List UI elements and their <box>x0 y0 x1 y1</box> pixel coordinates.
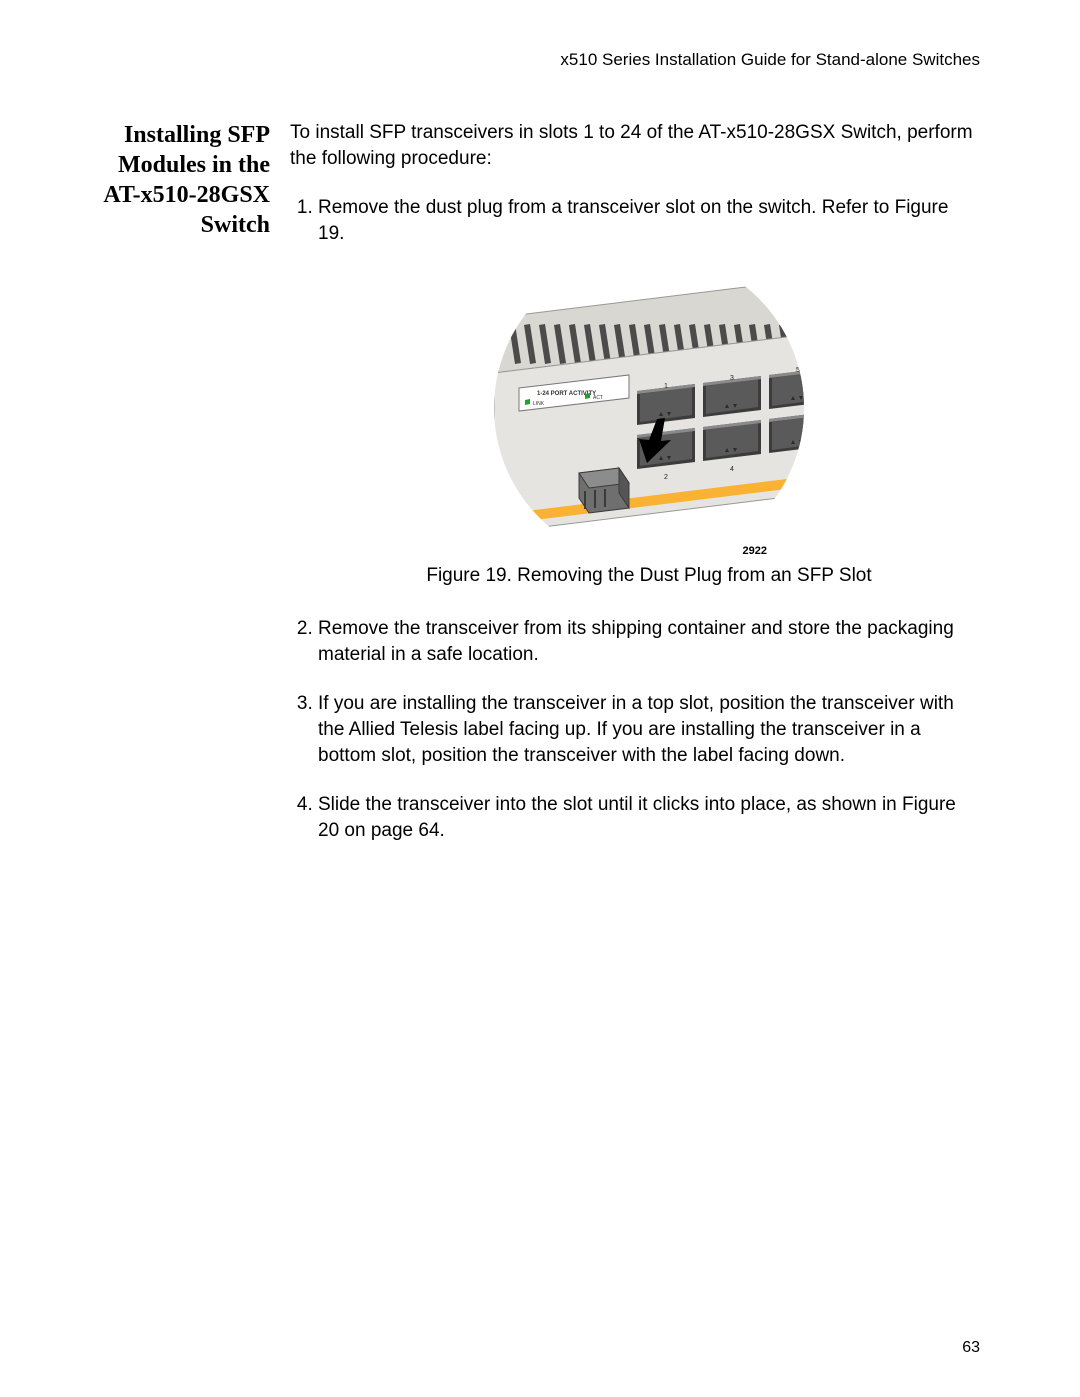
content-row: Installing SFP Modules in the AT-x510-28… <box>100 120 980 868</box>
step-item: Remove the dust plug from a transceiver … <box>318 195 980 588</box>
svg-text:2: 2 <box>664 474 668 481</box>
step-text: Slide the transceiver into the slot unti… <box>318 794 956 841</box>
figure-ref-number: 2922 <box>743 544 767 559</box>
document-page: x510 Series Installation Guide for Stand… <box>0 0 1080 1397</box>
step-item: Slide the transceiver into the slot unti… <box>318 792 980 843</box>
step-text: Remove the dust plug from a transceiver … <box>318 197 948 244</box>
svg-text:ACT: ACT <box>593 395 603 401</box>
heading-line: Modules in the <box>100 150 270 180</box>
svg-text:6: 6 <box>796 458 800 465</box>
procedure-list: Remove the dust plug from a transceiver … <box>290 195 980 843</box>
step-item: If you are installing the transceiver in… <box>318 691 980 768</box>
running-header: x510 Series Installation Guide for Stand… <box>100 50 980 70</box>
figure-illustration: 1-24 PORT ACTIVITYLINKACT135246 2922 <box>489 263 809 553</box>
figure-block: 1-24 PORT ACTIVITYLINKACT135246 2922 Fig… <box>318 263 980 589</box>
page-number: 63 <box>962 1339 980 1357</box>
svg-text:4: 4 <box>730 466 734 473</box>
step-item: Remove the transceiver from its shipping… <box>318 616 980 667</box>
main-column: To install SFP transceivers in slots 1 t… <box>290 120 980 868</box>
heading-line: AT-x510-28GSX <box>100 180 270 210</box>
heading-line: Switch <box>100 210 270 240</box>
svg-text:3: 3 <box>730 375 734 382</box>
step-text: Remove the transceiver from its shipping… <box>318 618 954 665</box>
figure-caption: Figure 19. Removing the Dust Plug from a… <box>318 563 980 589</box>
switch-illustration-svg: 1-24 PORT ACTIVITYLINKACT135246 <box>489 263 809 553</box>
svg-text:LINK: LINK <box>533 401 545 407</box>
heading-line: Installing SFP <box>100 120 270 150</box>
section-heading: Installing SFP Modules in the AT-x510-28… <box>100 120 290 240</box>
step-text: If you are installing the transceiver in… <box>318 693 954 765</box>
svg-text:1: 1 <box>664 383 668 390</box>
intro-paragraph: To install SFP transceivers in slots 1 t… <box>290 120 980 171</box>
svg-text:5: 5 <box>796 367 800 374</box>
